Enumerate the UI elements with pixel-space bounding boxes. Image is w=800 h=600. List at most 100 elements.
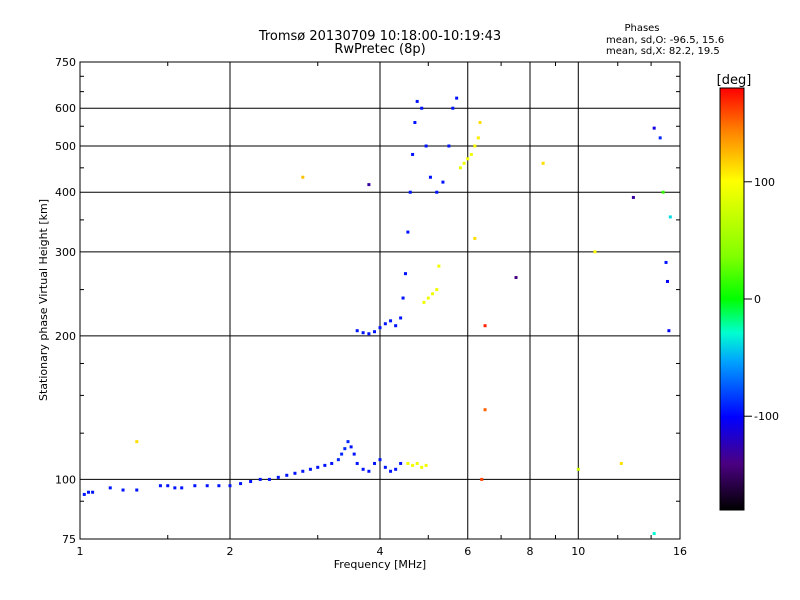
x-tick-label: 1 xyxy=(77,545,84,558)
y-axis-label: Stationary phase Virtual Height [km] xyxy=(37,199,50,401)
data-point xyxy=(352,452,356,456)
y-tick-label: 500 xyxy=(55,140,76,153)
plot-frame xyxy=(79,61,681,540)
data-point xyxy=(276,475,280,479)
data-point xyxy=(293,471,297,475)
data-point xyxy=(389,319,393,323)
data-point xyxy=(349,445,353,449)
data-point xyxy=(437,264,441,268)
data-point xyxy=(411,463,415,467)
data-point xyxy=(431,292,435,296)
data-point xyxy=(121,488,125,492)
data-point xyxy=(476,136,480,140)
data-point xyxy=(355,461,359,465)
data-point xyxy=(86,490,90,494)
data-point xyxy=(389,469,393,473)
data-point xyxy=(665,279,669,283)
data-point xyxy=(435,190,439,194)
x-tick-label: 6 xyxy=(464,545,471,558)
data-point xyxy=(301,175,305,179)
data-point xyxy=(173,486,177,490)
data-point xyxy=(367,469,371,473)
data-point xyxy=(301,469,305,473)
data-point xyxy=(441,180,445,184)
data-point xyxy=(426,296,430,300)
data-point xyxy=(399,316,403,320)
data-point xyxy=(462,161,466,165)
data-point xyxy=(403,272,407,276)
data-point xyxy=(466,157,470,161)
phase-box-x-line: mean, sd,X: 82.2, 19.5 xyxy=(606,46,720,57)
data-point xyxy=(383,322,387,326)
colorbar-tick-label: 0 xyxy=(754,293,761,306)
y-tick-label: 100 xyxy=(55,473,76,486)
colorbar-ticks: 100 0 -100 xyxy=(744,176,779,423)
data-point xyxy=(424,463,428,467)
data-point xyxy=(435,288,439,292)
y-tick-label: 75 xyxy=(62,533,76,546)
data-point xyxy=(361,331,365,335)
data-point xyxy=(593,250,597,254)
data-point xyxy=(180,486,184,490)
colorbar-label: [deg] xyxy=(717,73,752,88)
data-point xyxy=(394,324,398,328)
data-point xyxy=(413,121,417,125)
data-point xyxy=(336,458,340,462)
data-point xyxy=(135,488,139,492)
data-point xyxy=(483,324,487,328)
data-point xyxy=(661,190,665,194)
data-point xyxy=(367,183,371,187)
data-point xyxy=(355,329,359,333)
data-point xyxy=(285,473,289,477)
data-point xyxy=(469,152,473,156)
colorbar-tick-label: 100 xyxy=(754,176,775,189)
data-point xyxy=(82,492,86,496)
data-point xyxy=(406,230,410,234)
data-point xyxy=(323,463,327,467)
data-point xyxy=(346,440,350,444)
data-point xyxy=(473,144,477,148)
data-point xyxy=(373,330,377,334)
data-point xyxy=(308,467,312,471)
data-point xyxy=(652,532,656,536)
data-point xyxy=(541,161,545,165)
data-point xyxy=(343,447,347,451)
x-axis-label: Frequency [MHz] xyxy=(334,558,426,571)
data-point xyxy=(258,477,262,481)
x-tick-label: 2 xyxy=(227,545,234,558)
data-point xyxy=(228,484,232,488)
data-point xyxy=(361,467,365,471)
data-point xyxy=(668,215,672,219)
data-point xyxy=(483,408,487,412)
data-point xyxy=(652,126,656,130)
data-point xyxy=(667,329,671,333)
data-point xyxy=(205,484,209,488)
data-point xyxy=(267,477,271,481)
data-point xyxy=(415,99,419,103)
data-point xyxy=(447,144,451,148)
data-point xyxy=(451,106,455,110)
data-point xyxy=(415,461,419,465)
data-point xyxy=(424,144,428,148)
data-point xyxy=(428,175,432,179)
y-tick-label: 750 xyxy=(55,56,76,69)
data-point xyxy=(378,458,382,462)
data-point xyxy=(478,121,482,125)
data-point xyxy=(340,452,344,456)
phase-box-o-line: mean, sd,O: -96.5, 15.6 xyxy=(606,35,724,46)
data-point xyxy=(631,195,635,199)
data-point xyxy=(420,106,424,110)
colorbar-tick-label: -100 xyxy=(754,410,779,423)
y-tick-label: 200 xyxy=(55,330,76,343)
data-point xyxy=(316,465,320,469)
data-point xyxy=(422,300,426,304)
data-point xyxy=(664,260,668,264)
data-point xyxy=(619,461,623,465)
data-point xyxy=(383,465,387,469)
data-point xyxy=(658,136,662,140)
data-point xyxy=(401,296,405,300)
axis-ticks: 1 2 4 6 8 10 16 75 100 200 300 400 500 600 750 xyxy=(55,56,687,558)
data-point xyxy=(330,461,334,465)
data-point xyxy=(217,484,221,488)
